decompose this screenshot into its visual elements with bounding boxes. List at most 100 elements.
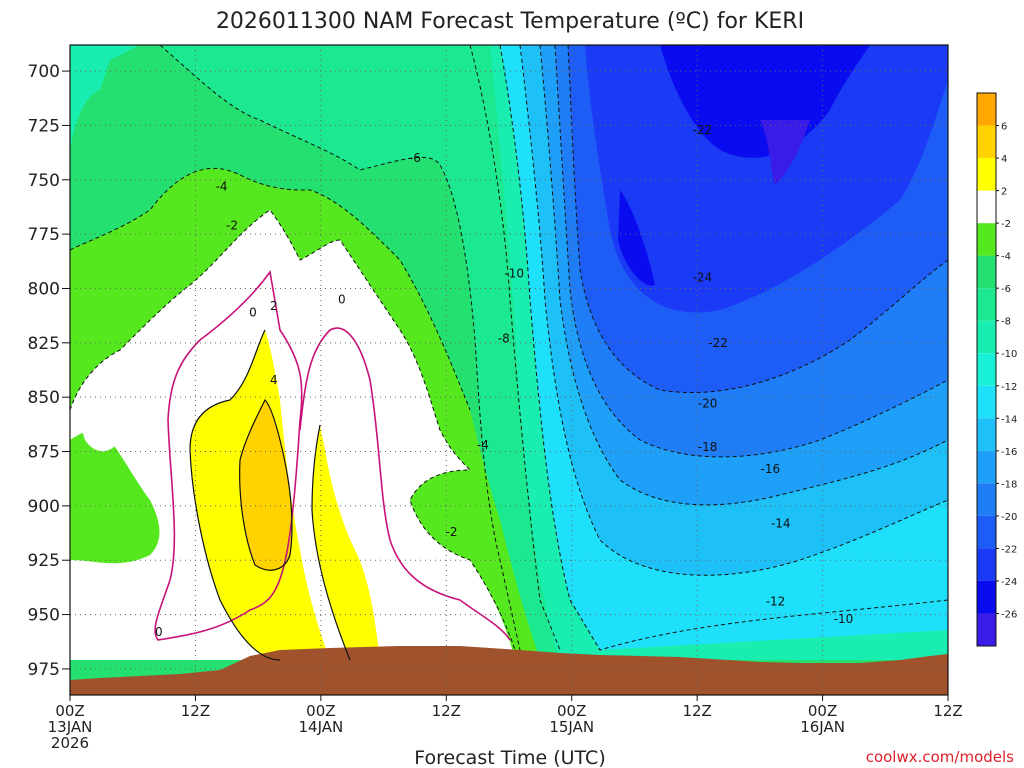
colorbar-frame: [976, 92, 997, 647]
credit-text: coolwx.com/models: [866, 748, 1014, 766]
contour-label: -4: [477, 438, 489, 452]
band-minus2-plus2-notch: [79, 368, 130, 452]
contour-label: 0: [249, 305, 257, 319]
band-minus26-minus24: [618, 45, 870, 286]
contour-label: -20: [698, 397, 718, 411]
contour-labels: -22-6-4-2-10 -240 2 0-8 -224-20-4 -18-16-2-14…: [155, 123, 853, 639]
contour-label: -8: [498, 331, 510, 345]
colorbar-segment: [977, 580, 996, 614]
colorbar-label: -20: [1001, 512, 1017, 523]
x-tick-label: 12Z: [432, 702, 461, 720]
contour-label: -2: [226, 218, 238, 232]
colorbar-segment: [977, 223, 996, 256]
colorbar-segment: [977, 483, 996, 516]
colorbar-label: -22: [1001, 544, 1017, 555]
band-minus24-minus22: [585, 45, 948, 313]
isotherm-warm: [239, 398, 293, 571]
x-tick-label: 15JAN: [549, 718, 594, 736]
x-tick-label: 12Z: [682, 702, 711, 720]
band-plus2-plus4-east: [312, 425, 380, 660]
contour-label: 0: [338, 292, 346, 306]
warm-isotherms: [189, 329, 351, 661]
colorbar-segment: [977, 548, 996, 581]
x-tick-label: 14JAN: [298, 718, 343, 736]
contour-label: -10: [504, 266, 524, 280]
colorbar-label: -18: [1001, 479, 1017, 490]
zero-isotherm-line: [154, 269, 303, 641]
colorbar-label: -4: [1001, 252, 1011, 263]
x-tick-label: 2026: [51, 734, 89, 752]
colorbar-segment: [977, 125, 996, 159]
colorbar-segment: [977, 158, 996, 191]
band-minus28-minus26: [760, 120, 810, 185]
colorbar-label: -24: [1001, 577, 1017, 588]
colorbar-segment: [977, 288, 996, 321]
y-tick-label: 750: [28, 171, 60, 191]
colorbar-label: -12: [1001, 382, 1017, 393]
contour-label: -2: [446, 525, 458, 539]
zero-isotherm: [154, 269, 511, 641]
contour-label: 0: [155, 625, 163, 639]
contour-label: 4: [270, 373, 278, 387]
contour-label: -16: [761, 462, 781, 476]
colorbar-segment: [977, 515, 996, 549]
colorbar-label: -16: [1001, 447, 1017, 458]
x-tick-label: 00Z: [55, 702, 84, 720]
contour-label: -22: [708, 336, 728, 350]
isotherm-warm: [311, 424, 351, 661]
isotherm-cold: [69, 209, 516, 651]
colorbar-segment: [977, 450, 996, 484]
grid: [70, 45, 948, 695]
x-tick-label: 00Z: [557, 702, 586, 720]
isotherm-cold: [469, 44, 561, 651]
band-minus8-minus6: [160, 45, 560, 660]
y-tick-label: 925: [28, 551, 60, 571]
x-tick-label: 12Z: [933, 702, 962, 720]
colorbar-label: 4: [1001, 154, 1007, 165]
contour-label: -6: [409, 151, 421, 165]
y-tick-label: 775: [28, 225, 60, 245]
colorbar-segment: [977, 353, 996, 386]
x-tick-label: 00Z: [808, 702, 837, 720]
colorbar-segment: [977, 255, 996, 289]
colorbar-segment: [977, 385, 996, 419]
colorbar-label: -6: [1001, 284, 1011, 295]
x-tick-label: 16JAN: [800, 718, 845, 736]
colorbar-segment: [977, 418, 996, 451]
contour-label: -4: [216, 179, 228, 193]
colorbar-label: -2: [1001, 219, 1011, 230]
isotherm-cold: [539, 44, 949, 506]
colorbar-label: -10: [1001, 349, 1017, 360]
y-tick-label: 825: [28, 334, 60, 354]
isotherm-cold: [519, 44, 949, 576]
zero-isotherm-line: [299, 327, 511, 641]
colorbar-label: 6: [1001, 122, 1007, 133]
contour-label: -22: [693, 123, 713, 137]
band-minus4-minus2-bump: [70, 430, 160, 564]
contour-label: -18: [698, 440, 718, 454]
y-tick-label: 900: [28, 497, 60, 517]
contour-label: -14: [771, 516, 791, 530]
isotherm-cold: [159, 44, 521, 651]
y-tick-label: 950: [28, 606, 60, 626]
y-tick-label: 975: [28, 660, 60, 680]
chart-title: 2026011300 NAM Forecast Temperature (ºC)…: [216, 9, 804, 34]
colorbar-label: -14: [1001, 414, 1017, 425]
isotherm-cold: [554, 44, 949, 458]
y-tick-label: 875: [28, 443, 60, 463]
colorbar-segment: [977, 190, 996, 224]
band-minus10-minus8: [70, 45, 140, 150]
isotherms: [69, 44, 949, 651]
isotherm-cold: [567, 44, 949, 393]
contour-label: -24: [693, 271, 713, 285]
isotherm-cold: [69, 167, 471, 411]
colorbar-label: -8: [1001, 317, 1011, 328]
plot-frame: [69, 44, 949, 696]
contour-label: -10: [834, 612, 854, 626]
colorbar-label: 2: [1001, 187, 1007, 198]
x-axis-label: Forecast Time (UTC): [414, 747, 605, 768]
x-tick-label: 13JAN: [48, 718, 93, 736]
